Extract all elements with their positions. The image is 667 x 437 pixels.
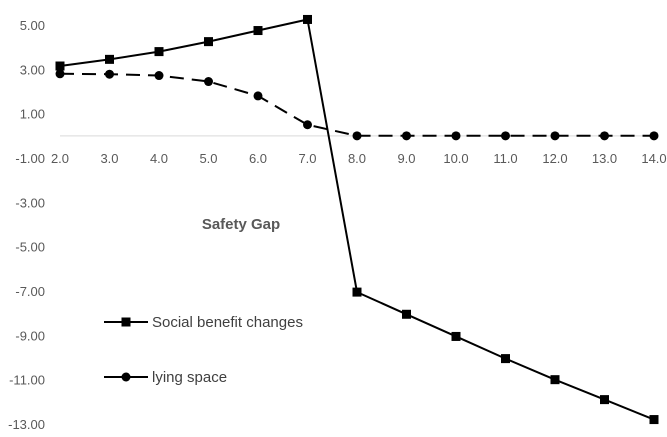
series-social-benefit-changes — [55, 14, 659, 425]
data-point — [55, 61, 65, 71]
data-point — [253, 91, 263, 101]
y-tick-label: -3.00 — [15, 195, 45, 210]
legend-square-marker — [121, 317, 131, 327]
data-point — [501, 354, 510, 364]
x-tick-label: 5.0 — [199, 151, 217, 166]
data-point — [600, 131, 609, 141]
x-tick-label: 3.0 — [100, 151, 118, 166]
data-point — [451, 131, 461, 141]
data-point — [303, 14, 312, 24]
data-point — [154, 71, 164, 81]
x-tick-label: 9.0 — [397, 151, 415, 166]
series-lying-space — [55, 69, 659, 141]
x-tick-label: 4.0 — [150, 151, 168, 166]
x-axis-title: Safety Gap — [202, 216, 280, 233]
legend-label: Social benefit changes — [152, 314, 303, 331]
data-point — [550, 375, 560, 385]
y-tick-label: 5.00 — [20, 18, 45, 33]
legend-circle-marker — [121, 372, 131, 382]
y-tick-label: -5.00 — [15, 240, 45, 255]
data-point — [204, 37, 213, 47]
data-point — [501, 131, 510, 141]
data-point — [402, 309, 411, 319]
y-tick-label: -9.00 — [15, 328, 45, 343]
y-tick-label: -1.00 — [15, 151, 45, 166]
x-tick-label: 11.0 — [493, 151, 517, 166]
legend-item: lying space — [104, 369, 227, 386]
data-point — [303, 120, 312, 130]
data-point — [550, 131, 560, 141]
legend-label: lying space — [152, 369, 227, 386]
data-point — [352, 287, 362, 297]
data-point — [649, 131, 659, 141]
legend: Social benefit changes lying space — [104, 314, 303, 386]
data-point — [105, 54, 114, 64]
data-point — [154, 47, 164, 57]
y-tick-label: 3.00 — [20, 62, 45, 77]
y-tick-label: 1.00 — [20, 107, 45, 122]
x-tick-label: 7.0 — [298, 151, 316, 166]
x-tick-label: 14.0 — [641, 151, 666, 166]
x-tick-label: 2.0 — [51, 151, 69, 166]
series-line — [59, 18, 655, 421]
y-tick-label: -7.00 — [15, 284, 45, 299]
data-point — [649, 415, 659, 425]
data-point — [600, 395, 609, 405]
data-point — [402, 131, 411, 141]
data-point — [204, 77, 213, 87]
x-tick-label: 13.0 — [592, 151, 617, 166]
x-tick-label: 10.0 — [443, 151, 468, 166]
x-tick-label: 12.0 — [542, 151, 567, 166]
series-group — [55, 14, 659, 425]
y-axis-tick-labels: 5.00 3.00 1.00 -1.00 -3.00 -5.00 -7.00 -9.00 -11… — [8, 18, 45, 432]
data-point — [451, 331, 461, 341]
y-tick-label: -13.00 — [8, 417, 45, 432]
x-tick-label: 8.0 — [348, 151, 366, 166]
series-line — [59, 72, 654, 137]
y-tick-label: -11.00 — [9, 373, 45, 388]
x-tick-label: 6.0 — [249, 151, 267, 166]
legend-item: Social benefit changes — [104, 314, 303, 331]
x-axis-tick-labels: 2.0 3.0 4.0 5.0 6.0 7.0 8.0 9.0 10.0 11.0 12.0 13.0… — [51, 151, 667, 166]
data-point — [55, 69, 65, 79]
data-point — [105, 69, 114, 79]
data-point — [253, 26, 263, 36]
data-point — [352, 131, 362, 141]
